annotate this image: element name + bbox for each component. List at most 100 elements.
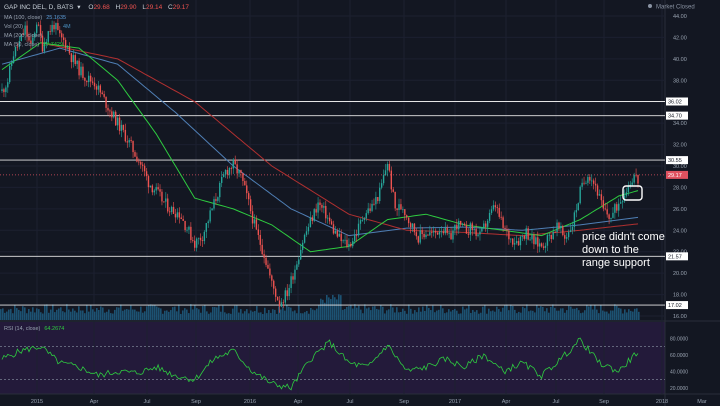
- candle-body: [59, 29, 61, 34]
- candle-body: [274, 288, 277, 297]
- candle-body: [82, 66, 84, 78]
- volume-bar: [420, 311, 422, 320]
- candle-body: [271, 275, 273, 281]
- volume-bar: [562, 308, 564, 320]
- candle-body: [97, 85, 100, 90]
- volume-bar: [598, 313, 600, 320]
- candle-body: [265, 257, 267, 265]
- volume-bar: [502, 307, 504, 320]
- volume-bar: [546, 308, 548, 320]
- volume-bar: [520, 312, 522, 320]
- candle-body: [353, 235, 356, 241]
- candle-body: [230, 167, 233, 169]
- candle-body: [367, 208, 369, 214]
- volume-bar: [480, 312, 482, 320]
- candle-body: [307, 227, 310, 232]
- volume-bar: [196, 308, 198, 320]
- candle-body: [317, 202, 319, 213]
- volume-bar: [302, 313, 304, 320]
- volume-bar: [180, 313, 182, 320]
- volume-bar: [312, 309, 314, 320]
- price-marker: [666, 111, 688, 120]
- candle-body: [459, 220, 462, 225]
- candle-body: [448, 233, 450, 234]
- price-marker: [666, 156, 688, 165]
- volume-bar: [152, 304, 154, 320]
- candle-body: [80, 66, 82, 76]
- annotation-text: price didn't come down to the range supp…: [582, 231, 668, 269]
- candle-body: [41, 35, 44, 52]
- volume-bar: [478, 313, 480, 320]
- volume-bar: [378, 309, 380, 320]
- candle-body: [134, 152, 136, 157]
- candle-body: [510, 238, 512, 240]
- volume-bar: [288, 306, 290, 320]
- candle-body: [18, 40, 21, 48]
- volume-bar: [58, 308, 60, 320]
- volume-bar: [602, 310, 604, 320]
- candle-body: [242, 172, 244, 181]
- candle-body: [32, 37, 34, 44]
- volume-bar: [186, 309, 188, 320]
- volume-bar: [466, 308, 468, 320]
- volume-bar: [96, 307, 98, 320]
- candle-body: [388, 163, 391, 171]
- candle-body: [228, 167, 231, 175]
- indicator-volume[interactable]: Vol (20) 4M: [4, 24, 71, 30]
- indicator-ma200[interactable]: MA (200, close): [4, 33, 42, 39]
- indicator-ma50[interactable]: MA (50, close) 27.7429: [4, 42, 63, 48]
- candle-body: [361, 220, 364, 221]
- price-axis: 44.0042.0040.0038.0036.0034.0032.0030.00…: [666, 14, 688, 392]
- candle-body: [118, 117, 121, 131]
- volume-bar: [578, 310, 580, 320]
- candle-body: [494, 205, 497, 208]
- candle-body: [257, 229, 260, 236]
- volume-bar: [280, 309, 282, 320]
- volume-bar: [526, 304, 528, 320]
- candle-body: [66, 46, 69, 48]
- candle-body: [167, 198, 169, 212]
- candle-body: [74, 55, 76, 65]
- volume-bar: [276, 313, 278, 320]
- volume-bar: [588, 306, 590, 320]
- candle-body: [155, 187, 157, 191]
- price-marker-label: 36.02: [668, 100, 682, 106]
- volume-bar: [294, 310, 296, 320]
- candle-body: [128, 140, 130, 143]
- volume-bar: [410, 308, 412, 320]
- volume-bar: [38, 309, 40, 320]
- volume-bar: [126, 309, 128, 320]
- volume-bar: [618, 307, 620, 320]
- indicator-legend[interactable]: MA (100, close) 25.1635 Vol (20) 4M MA (20…: [4, 15, 71, 48]
- candle-body: [458, 220, 460, 230]
- candle-body: [344, 239, 346, 241]
- candle-body: [473, 228, 475, 230]
- rsi-legend[interactable]: RSI (14, close) 64.2674: [4, 326, 64, 332]
- candle-body: [550, 234, 552, 240]
- volume-bar: [316, 308, 318, 320]
- candle-body: [519, 236, 522, 246]
- volume-bar: [376, 308, 378, 320]
- candle-body: [141, 164, 144, 166]
- volume-bar: [344, 309, 346, 320]
- volume-bar: [436, 310, 438, 320]
- candle-body: [556, 222, 558, 232]
- candle-body: [506, 229, 508, 231]
- candle-body: [194, 240, 196, 248]
- volume-bar: [412, 313, 414, 320]
- candle-body: [267, 264, 269, 269]
- candle-body: [379, 187, 381, 202]
- price-tick-label: 44.00: [673, 14, 687, 20]
- volume-bar: [512, 305, 514, 320]
- volume-bar: [408, 304, 410, 320]
- volume-bar: [248, 313, 250, 320]
- candle-body: [592, 180, 595, 184]
- indicator-ma100[interactable]: MA (100, close) 25.1635: [4, 15, 66, 21]
- candle-body: [300, 249, 302, 260]
- candle-body: [201, 240, 204, 242]
- volume-bar: [6, 311, 8, 320]
- price-marker-label: 34.70: [668, 114, 682, 120]
- volume-bar: [614, 304, 616, 320]
